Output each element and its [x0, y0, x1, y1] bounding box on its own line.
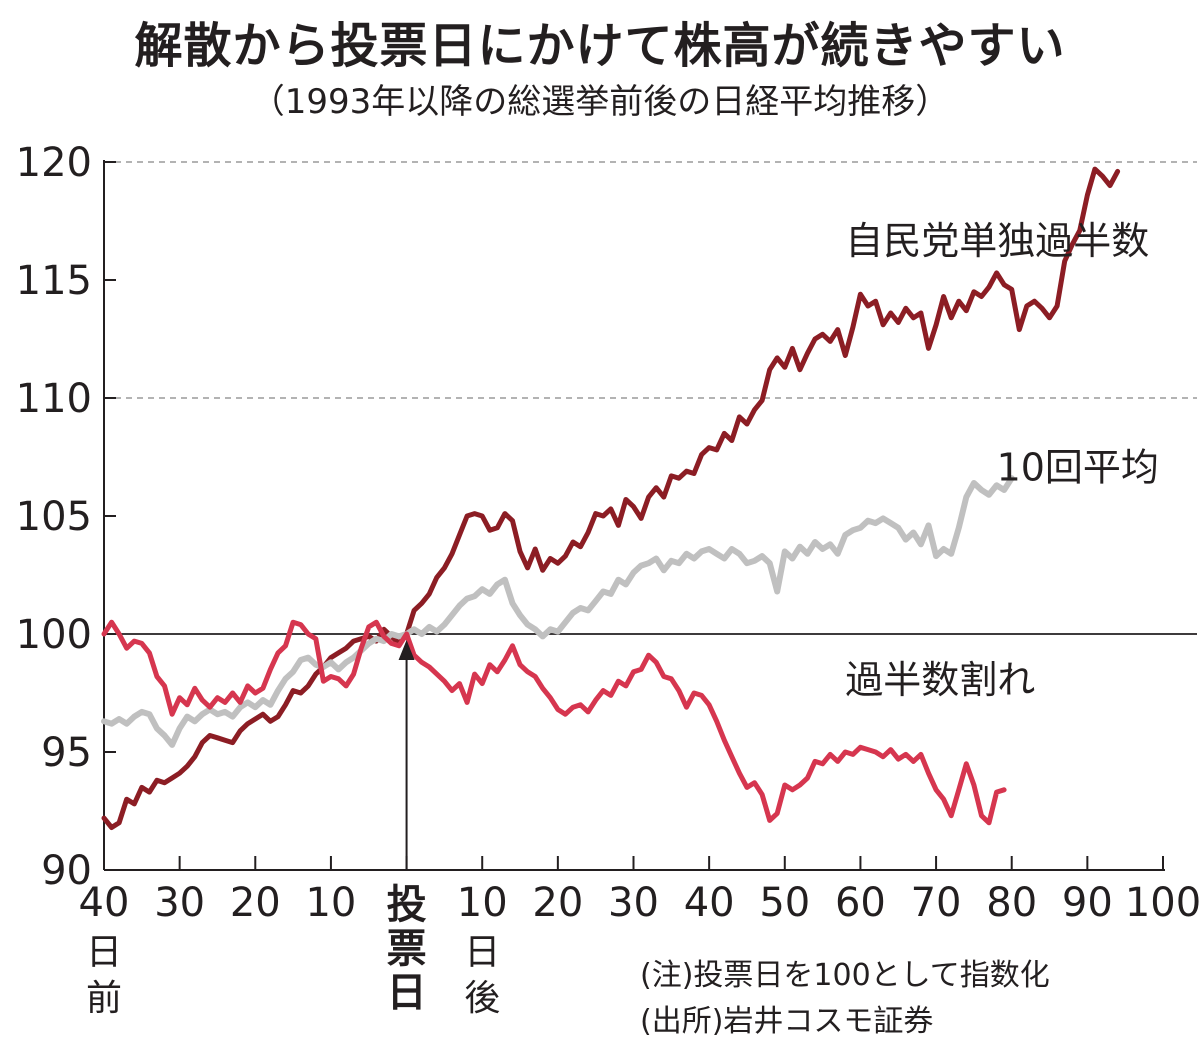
x-tick-label--40: 40 — [79, 880, 130, 926]
x-tick-label-vote-day-0: 投 — [387, 882, 427, 928]
y-tick-label-110: 110 — [16, 376, 92, 422]
x-tick-label--30: 30 — [154, 880, 205, 926]
x-tick-label-vote-day-1: 票 — [387, 926, 427, 972]
series-label-2: 過半数割れ — [845, 658, 1035, 702]
x-tick-label-20: 20 — [532, 880, 583, 926]
x-tick-label-60: 60 — [835, 880, 886, 926]
note-source: (出所)岩井コスモ証券 — [640, 1004, 934, 1039]
x-tick-sub-10-1: 後 — [464, 978, 500, 1019]
x-tick-label-40: 40 — [684, 880, 735, 926]
y-tick-label-105: 105 — [16, 494, 92, 540]
series-label-1: 10回平均 — [997, 446, 1159, 490]
y-tick-label-90: 90 — [41, 848, 92, 894]
x-tick-label-80: 80 — [986, 880, 1037, 926]
y-tick-label-95: 95 — [41, 730, 92, 776]
series-label-0: 自民党単独過半数 — [845, 219, 1149, 263]
x-tick-label-100: 100 — [1125, 880, 1200, 926]
x-tick-label--10: 10 — [305, 880, 356, 926]
y-tick-label-120: 120 — [16, 140, 92, 186]
y-tick-label-115: 115 — [16, 258, 92, 304]
chart-subtitle: （1993年以降の総選挙前後の日経平均推移） — [250, 82, 950, 122]
series-line-0 — [101, 166, 1121, 830]
chart-title: 解散から投票日にかけて株高が続きやすい — [134, 18, 1066, 74]
x-tick-label-30: 30 — [608, 880, 659, 926]
x-tick-label-70: 70 — [911, 880, 962, 926]
x-tick-label-50: 50 — [759, 880, 810, 926]
x-tick-sub-10-0: 日 — [464, 932, 500, 973]
x-tick-label-10: 10 — [457, 880, 508, 926]
x-tick-label-vote-day-2: 日 — [387, 970, 427, 1016]
note-index-basis: (注)投票日を100として指数化 — [640, 958, 1050, 993]
vote-day-arrow-head — [398, 640, 415, 660]
x-tick-label-90: 90 — [1062, 880, 1113, 926]
series-line-2 — [101, 619, 1007, 826]
x-tick-label--20: 20 — [230, 880, 281, 926]
x-tick-sub--40-1: 前 — [86, 978, 122, 1019]
y-tick-label-100: 100 — [16, 612, 92, 658]
x-tick-sub--40-0: 日 — [86, 932, 122, 973]
series-line-1 — [101, 475, 1015, 748]
